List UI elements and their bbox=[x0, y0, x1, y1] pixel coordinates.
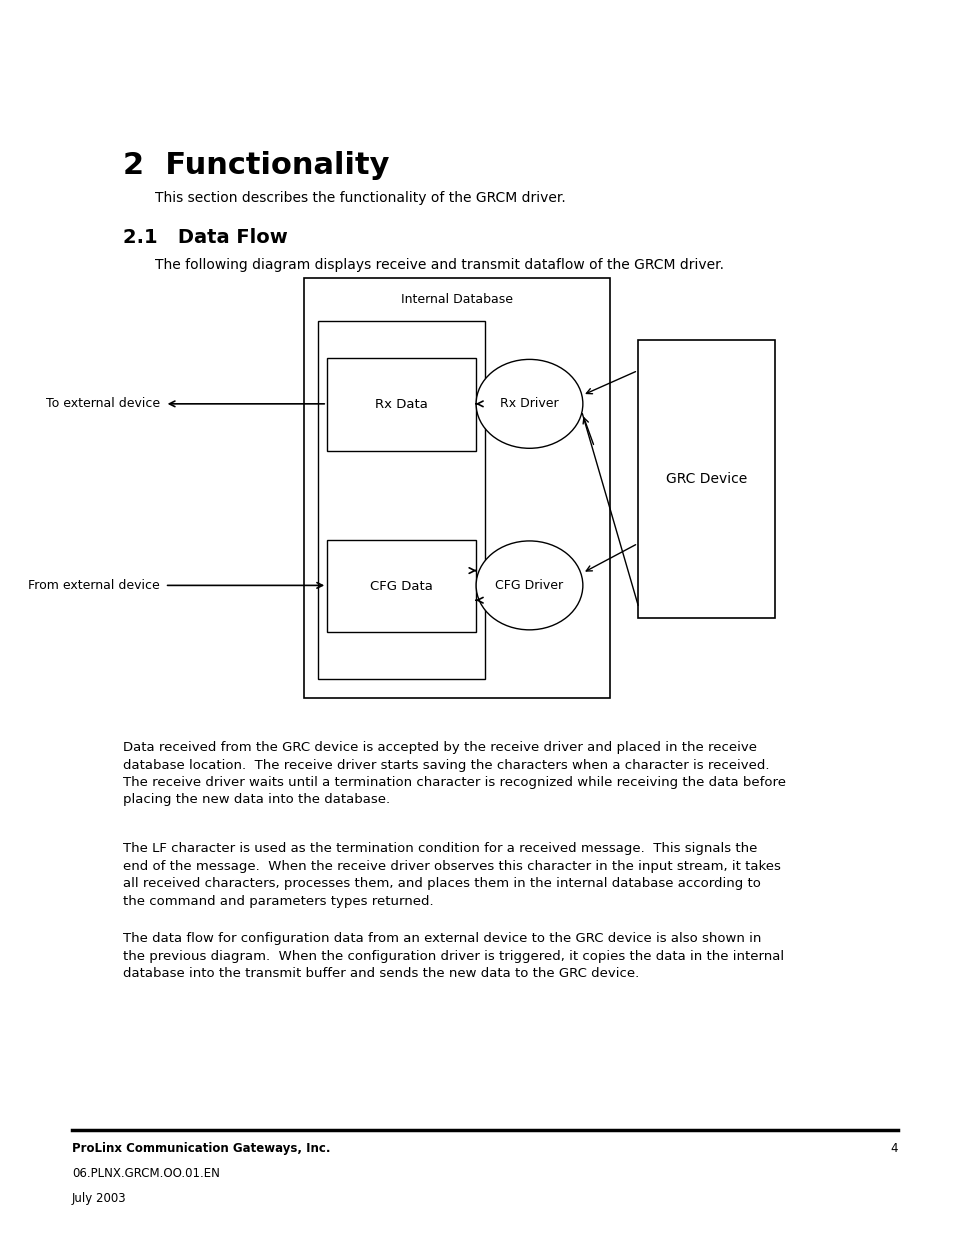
Text: Rx Driver: Rx Driver bbox=[499, 398, 558, 410]
Text: Internal Database: Internal Database bbox=[400, 293, 513, 306]
Ellipse shape bbox=[476, 359, 582, 448]
Text: CFG Data: CFG Data bbox=[370, 579, 433, 593]
Text: GRC Device: GRC Device bbox=[665, 472, 746, 485]
Text: July 2003: July 2003 bbox=[71, 1192, 127, 1205]
Text: 06.PLNX.GRCM.OO.01.EN: 06.PLNX.GRCM.OO.01.EN bbox=[71, 1167, 219, 1181]
Bar bbox=[317, 321, 484, 679]
Text: From external device: From external device bbox=[29, 579, 160, 592]
Bar bbox=[327, 540, 476, 632]
Text: The data flow for configuration data from an external device to the GRC device i: The data flow for configuration data fro… bbox=[123, 932, 783, 981]
Text: 4: 4 bbox=[889, 1142, 897, 1156]
Ellipse shape bbox=[476, 541, 582, 630]
Bar bbox=[304, 278, 610, 698]
Text: The LF character is used as the termination condition for a received message.  T: The LF character is used as the terminat… bbox=[123, 842, 780, 908]
Text: To external device: To external device bbox=[46, 398, 160, 410]
Text: This section describes the functionality of the GRCM driver.: This section describes the functionality… bbox=[155, 191, 565, 205]
Text: The following diagram displays receive and transmit dataflow of the GRCM driver.: The following diagram displays receive a… bbox=[155, 258, 723, 272]
Text: CFG Driver: CFG Driver bbox=[495, 579, 563, 592]
Text: ProLinx Communication Gateways, Inc.: ProLinx Communication Gateways, Inc. bbox=[71, 1142, 330, 1156]
Bar bbox=[638, 340, 775, 618]
Text: 2  Functionality: 2 Functionality bbox=[123, 151, 389, 179]
Text: Data received from the GRC device is accepted by the receive driver and placed i: Data received from the GRC device is acc… bbox=[123, 741, 785, 806]
Text: 2.1   Data Flow: 2.1 Data Flow bbox=[123, 228, 288, 247]
Text: Rx Data: Rx Data bbox=[375, 398, 427, 411]
Bar bbox=[327, 358, 476, 451]
